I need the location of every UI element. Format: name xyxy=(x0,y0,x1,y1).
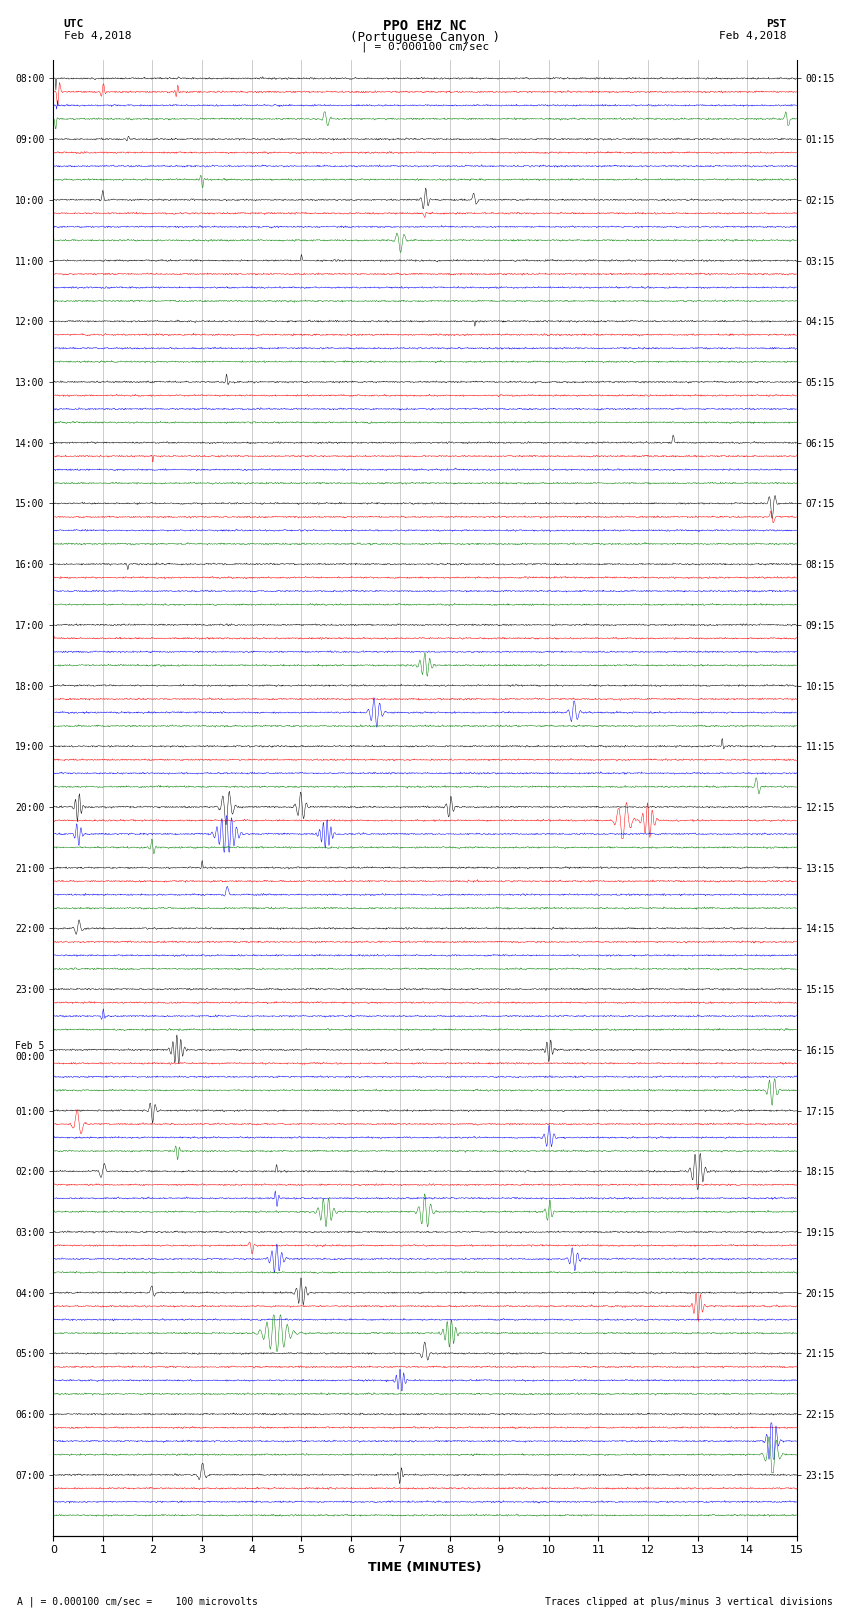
Text: Feb 4,2018: Feb 4,2018 xyxy=(719,31,786,40)
X-axis label: TIME (MINUTES): TIME (MINUTES) xyxy=(368,1561,482,1574)
Text: Traces clipped at plus/minus 3 vertical divisions: Traces clipped at plus/minus 3 vertical … xyxy=(545,1597,833,1607)
Text: Feb 4,2018: Feb 4,2018 xyxy=(64,31,131,40)
Text: UTC: UTC xyxy=(64,19,84,29)
Text: PST: PST xyxy=(766,19,786,29)
Text: PPO EHZ NC: PPO EHZ NC xyxy=(383,19,467,34)
Text: (Portuguese Canyon ): (Portuguese Canyon ) xyxy=(350,31,500,44)
Text: A | = 0.000100 cm/sec =    100 microvolts: A | = 0.000100 cm/sec = 100 microvolts xyxy=(17,1595,258,1607)
Text: | = 0.000100 cm/sec: | = 0.000100 cm/sec xyxy=(361,42,489,53)
